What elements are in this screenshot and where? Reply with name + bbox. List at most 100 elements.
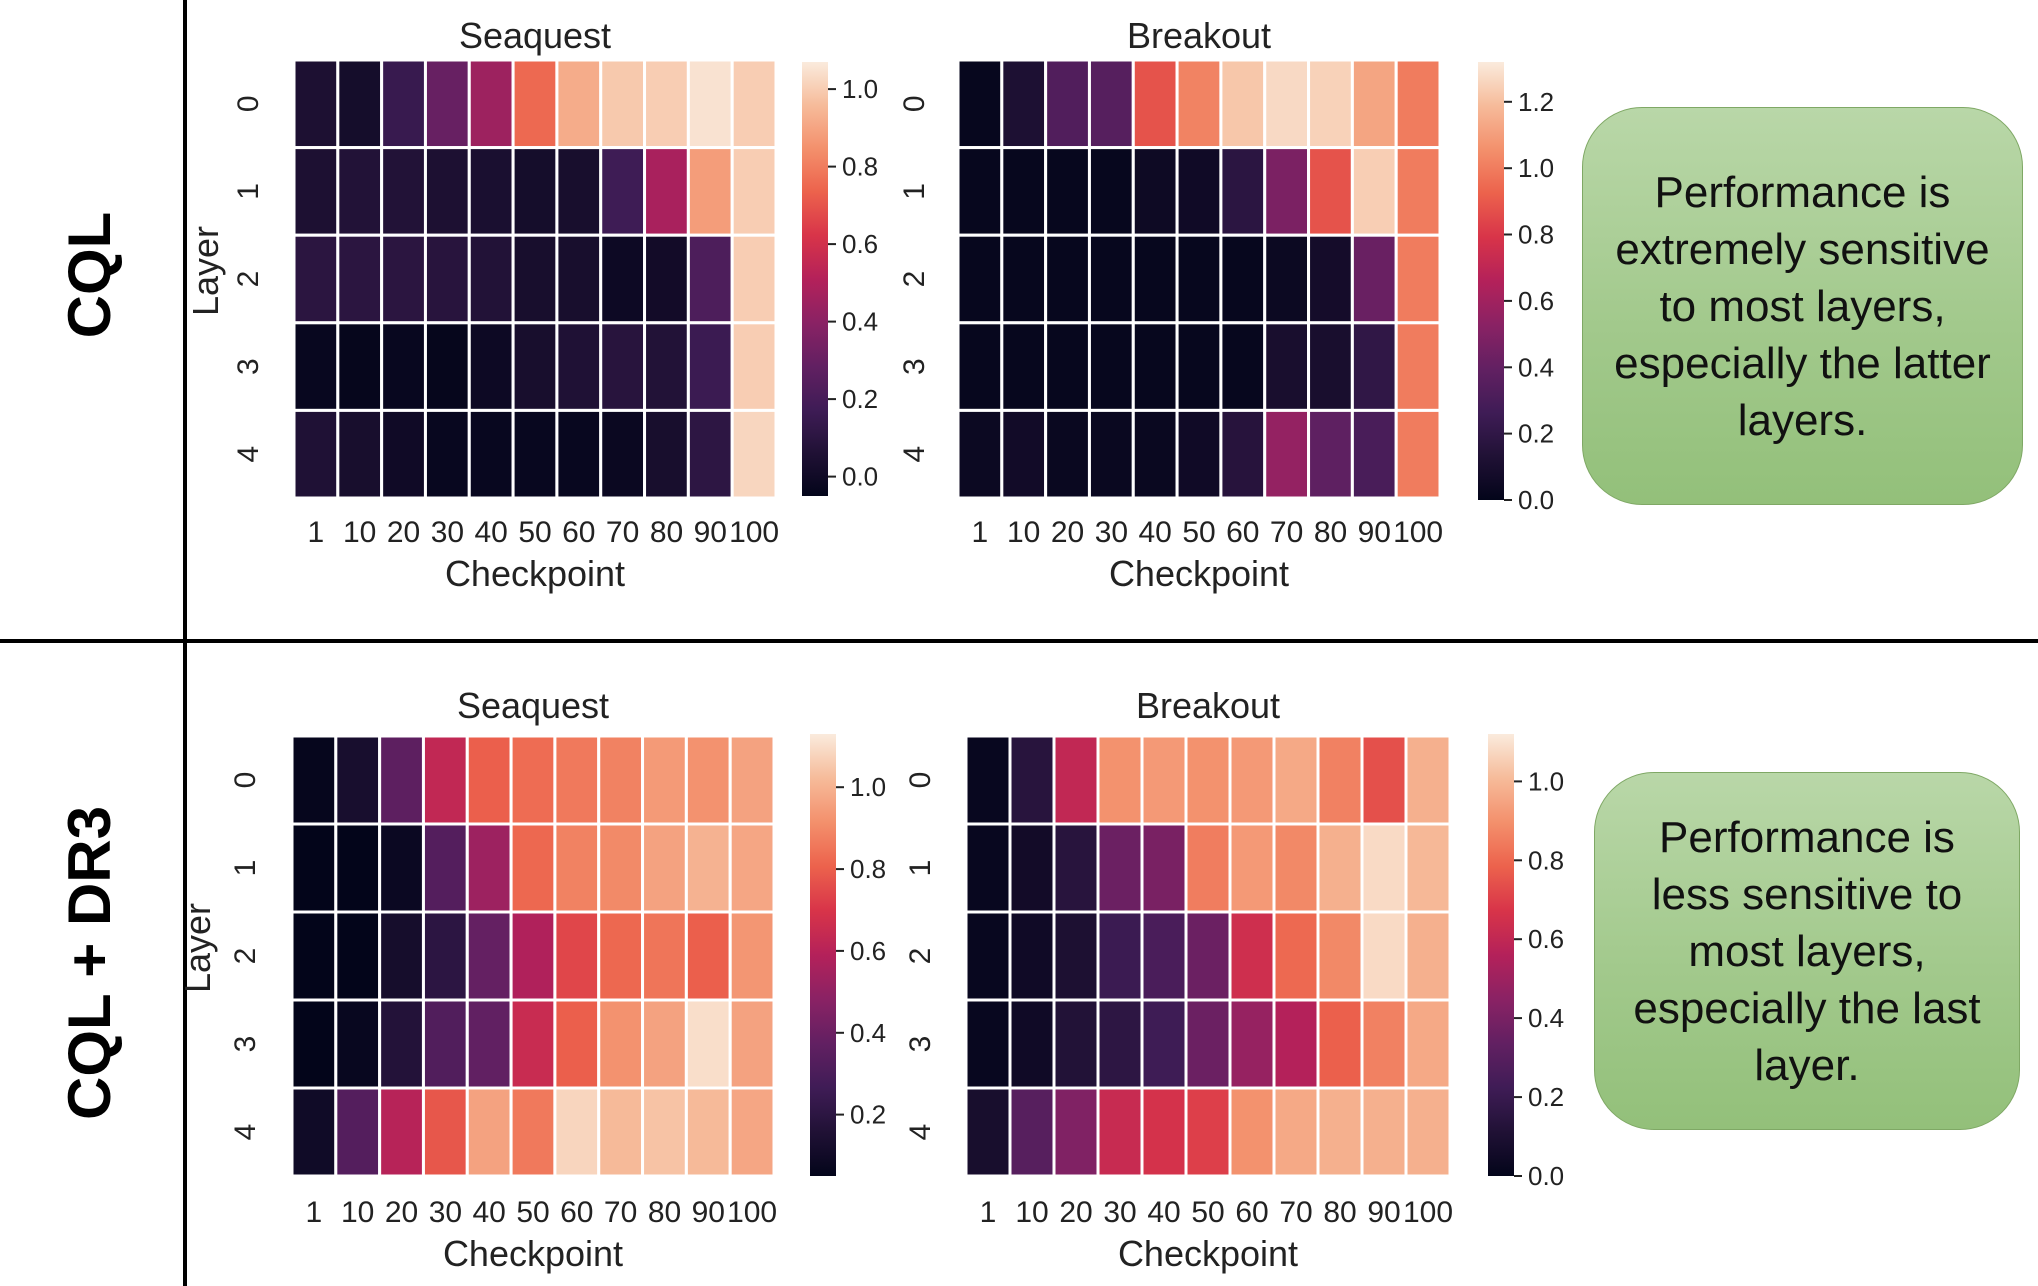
heatmap-cell: [1316, 998, 1364, 1090]
heatmap-cell: [1131, 146, 1179, 237]
heatmap-cell: [1316, 1086, 1364, 1178]
heatmap-cell: [509, 734, 557, 826]
colorbar-tick-label: 0.8: [1518, 220, 1554, 250]
x-axis-label: Checkpoint: [443, 1233, 623, 1274]
heatmap-cell: [1404, 822, 1452, 914]
heatmap-cell: [1140, 910, 1188, 1002]
chart-title: Breakout: [1136, 685, 1280, 726]
heatmap-cell: [1228, 910, 1276, 1002]
heatmap-cell: [1044, 321, 1091, 412]
colorbar-tick-label: 0.6: [842, 229, 878, 259]
chart-title: Seaquest: [457, 685, 609, 726]
heatmap-cell: [730, 408, 778, 500]
heatmap-cell: [728, 822, 776, 914]
heatmap-cell: [1219, 146, 1267, 237]
heatmap-cell: [1350, 233, 1398, 325]
colorbar-tick-label: 0.2: [842, 384, 878, 414]
x-tick-label: 40: [1139, 516, 1172, 549]
heatmap-cell: [334, 734, 382, 826]
heatmap-cell: [956, 233, 1004, 325]
x-tick-label: 30: [431, 516, 464, 549]
x-tick-label: 20: [1051, 516, 1084, 549]
colorbar-tick-label: 1.0: [1528, 766, 1564, 796]
heatmap-cell: [686, 58, 734, 150]
heatmap-cell: [1360, 734, 1408, 826]
heatmap-cell: [956, 146, 1004, 237]
x-tick-label: 100: [1393, 516, 1443, 549]
heatmap-cell: [1052, 1086, 1100, 1178]
x-tick-label: 80: [1323, 1196, 1356, 1229]
colorbar-tick-label: 0.2: [850, 1100, 886, 1130]
heatmap-cell: [597, 910, 645, 1002]
heatmap-cell: [467, 321, 515, 412]
heatmap-cell: [597, 998, 645, 1090]
heatmap-cell: [686, 233, 734, 325]
heatmap-cell: [421, 822, 469, 914]
heatmap-cell: [1263, 58, 1311, 150]
colorbar-tick-label: 1.0: [850, 772, 886, 802]
heatmap-cell: [378, 998, 425, 1090]
heatmap-cell: [1131, 233, 1179, 325]
x-tick-label: 40: [475, 516, 508, 549]
y-tick-label: 1: [904, 860, 937, 877]
heatmap-cell: [1394, 408, 1442, 500]
heatmap-cell: [467, 408, 515, 500]
colorbar-tick-label: 1.0: [842, 74, 878, 104]
heatmap-cell: [1184, 734, 1232, 826]
y-tick-label: 2: [898, 271, 931, 288]
heatmap-cell: [684, 1086, 732, 1178]
heatmap-cell: [423, 321, 471, 412]
heatmap-cell: [1263, 408, 1311, 500]
heatmap-cell: [643, 408, 690, 500]
heatmap-cell: [421, 910, 469, 1002]
heatmap-cell: [423, 58, 471, 150]
heatmap-cell: [555, 233, 603, 325]
heatmap-cell: [553, 1086, 601, 1178]
y-tick-label: 0: [898, 95, 931, 112]
heatmap-cell: [1087, 58, 1135, 150]
x-tick-label: 80: [648, 1196, 681, 1229]
heatmap-cell: [686, 146, 734, 237]
heatmap-cell: [1008, 998, 1056, 1090]
heatmap-cell: [553, 910, 601, 1002]
x-tick-label: 80: [1314, 516, 1347, 549]
colorbar-tick-label: 1.2: [1518, 87, 1554, 117]
y-tick-label: 4: [229, 1124, 262, 1141]
heatmap-cell: [1087, 233, 1135, 325]
heatmap-cell: [1096, 822, 1144, 914]
heatmap-cell: [1219, 233, 1267, 325]
heatmap-cell: [1096, 998, 1144, 1090]
colorbar-tick-label: 0.6: [850, 936, 886, 966]
chart-title: Seaquest: [459, 15, 611, 56]
heatmap-cell: [1228, 998, 1276, 1090]
heatmap-cell: [1394, 58, 1442, 150]
heatmap-cell: [467, 58, 515, 150]
heatmap-cell: [1404, 1086, 1452, 1178]
x-tick-label: 1: [308, 516, 325, 549]
heatmap-cell: [599, 321, 647, 412]
colorbar-tick-label: 1.0: [1518, 153, 1554, 183]
heatmap-cell: [1360, 910, 1408, 1002]
x-tick-label: 30: [1095, 516, 1128, 549]
heatmap-cell: [641, 1086, 688, 1178]
x-axis-label: Checkpoint: [1109, 553, 1289, 594]
heatmap-cell: [1008, 1086, 1056, 1178]
heatmap-cell: [509, 822, 557, 914]
x-tick-label: 80: [650, 516, 683, 549]
heatmap-cell: [1175, 408, 1223, 500]
heatmap-cell: [292, 321, 340, 412]
heatmap-cell: [730, 146, 778, 237]
heatmap-cell: [1052, 734, 1100, 826]
heatmap-cell: [1404, 734, 1452, 826]
heatmap-cell: [1350, 321, 1398, 412]
heatmap-cell: [1008, 734, 1056, 826]
heatmap-cell: [599, 233, 647, 325]
y-tick-label: 4: [898, 446, 931, 463]
heatmap-cell: [964, 1086, 1012, 1178]
heatmap-cell: [1394, 146, 1442, 237]
heatmap-cell: [684, 734, 732, 826]
heatmap-cell: [597, 822, 645, 914]
x-tick-label: 10: [1015, 1196, 1048, 1229]
